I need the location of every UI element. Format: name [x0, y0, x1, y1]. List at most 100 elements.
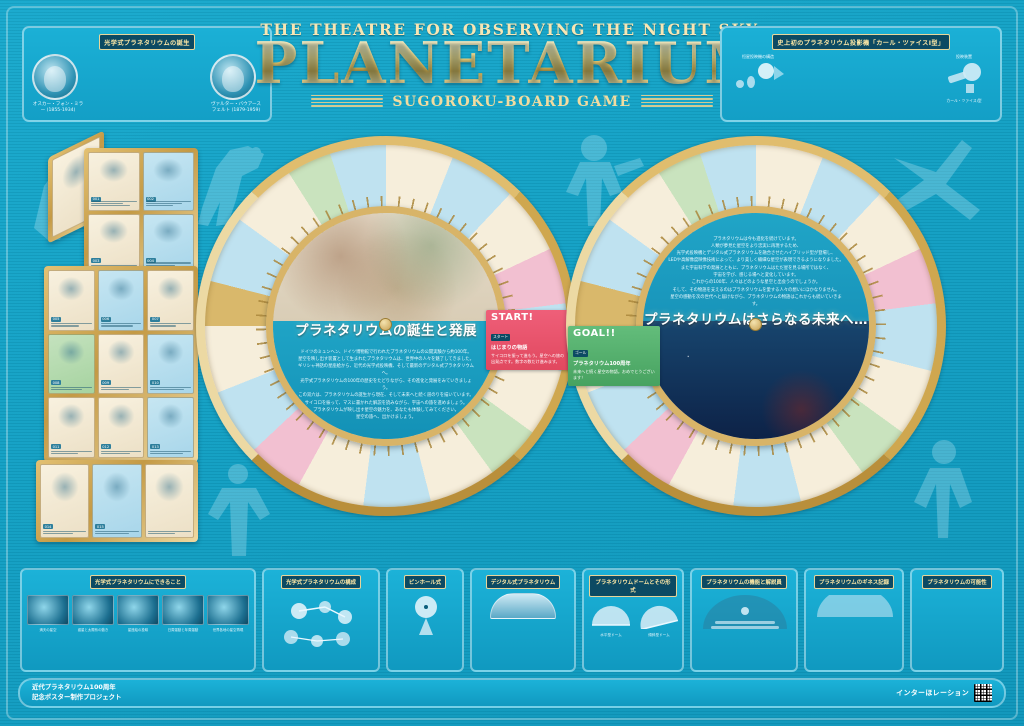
board-tile[interactable]: 005 [48, 270, 95, 331]
numeral-one-top: 001 002 003 004 [84, 148, 198, 276]
tile-number: 006 [100, 316, 111, 322]
start-flag[interactable]: START! スタート はじまりの物語 サイコロを振って進もう。星空への旅の出発… [486, 310, 572, 370]
goal-flag[interactable]: GOAL!! ゴール プラネタリウム100周年 未来へと続く星空の物語。おめでと… [568, 326, 660, 386]
portrait-oskar-von-miller: オスカー・フォン・ミラー (1855-1934) [32, 54, 84, 114]
spiral-board-right: プラネタリウムは今も進化を続けています。 人類が夢見た星空をより忠実に再現するた… [566, 136, 966, 556]
goal-flag-body: 未来へと続く星空の物語。おめでとうございます！ [573, 369, 655, 381]
board-tile[interactable]: 015 [92, 464, 142, 538]
board-tile[interactable]: 011 [48, 397, 95, 458]
poster-main-title: PLANETARIUM [0, 35, 1024, 92]
thumb-item[interactable]: 日周運動と年周運動 [162, 595, 204, 632]
board-tile[interactable]: 009 [97, 333, 145, 395]
board-tile[interactable]: 004 [142, 213, 194, 272]
board-area: 001 002 003 004 005 006 007 008 009 010 … [0, 130, 1024, 649]
tile-number: 007 [150, 316, 161, 322]
board-tile[interactable]: 010 [147, 333, 194, 395]
thumb-item[interactable]: 惑星と太陽系の動き [72, 595, 114, 632]
brand-block[interactable]: インターほレーション [896, 684, 993, 702]
dome-type-label: 傾斜型ドーム [648, 633, 670, 637]
thumb-image [207, 595, 249, 625]
thumb-caption: 星座絵の投映 [127, 627, 149, 632]
bottom-panel-guinness: プラネタリウムのギネス記録 [804, 568, 904, 672]
board-tile[interactable]: 014 [40, 464, 90, 538]
board-tile[interactable]: 008 [48, 333, 95, 395]
hub-right-body: プラネタリウムは今も進化を続けています。 人類が夢見た星空をより忠実に再現するた… [668, 236, 844, 308]
header-left-panel: 光学式プラネタリウムの誕生 オスカー・フォン・ミラー (1855-1934) [22, 26, 272, 122]
board-tile[interactable]: 013 [147, 397, 194, 458]
tile-number: 001 [91, 196, 102, 202]
thumb-item[interactable]: 星座絵の投映 [117, 595, 159, 632]
start-flag-tag: スタート [491, 333, 511, 341]
dome-type-label: 水平型ドーム [600, 633, 622, 637]
thumb-image [162, 595, 204, 625]
portrait-avatar [32, 54, 78, 100]
bottom-panel-structure: 光学式プラネタリウムの構成 [262, 568, 380, 672]
tile-number: 004 [145, 258, 156, 263]
board-tile[interactable]: 001 [88, 152, 140, 211]
planetarium-seating-icon [703, 595, 787, 629]
thumb-caption: 満天の星空 [39, 627, 57, 632]
bottom-panel-title: 光学式プラネタリウムにできること [89, 575, 187, 589]
bottom-panel-dome-types: プラネタリウムドームとその形式 水平型ドーム [582, 568, 684, 672]
board-tile[interactable] [144, 464, 194, 538]
thumb-caption: 惑星と太陽系の動き [77, 627, 109, 632]
title-rule-left [311, 94, 384, 109]
start-flag-subtitle: はじまりの物語 [491, 345, 528, 351]
tile-number: 002 [145, 196, 156, 202]
header-left-title: 光学式プラネタリウムの誕生 [99, 34, 195, 50]
tile-number: 014 [43, 524, 54, 529]
pinhole-projector-icon [415, 596, 437, 635]
tile-number: 011 [51, 444, 62, 449]
zeiss-projector-icon [948, 63, 981, 93]
board-tile[interactable]: 002 [142, 152, 194, 211]
portrait-caption: オスカー・フォン・ミラー (1855-1934) [32, 102, 84, 114]
thumb-image [117, 595, 159, 625]
spiral-left-hub: プラネタリウムの誕生と発展 ドイツのミュンヘン、ドイツ博物館で行われたプラネタリ… [266, 206, 506, 446]
poster-header: 光学式プラネタリウムの誕生 オスカー・フォン・ミラー (1855-1934) [0, 14, 1024, 132]
bottom-panel-digital: デジタル式プラネタリウム [470, 568, 576, 672]
star-projection-diagram: 恒星投映機の構造 [730, 54, 786, 98]
bottom-panel-title: プラネタリウムドームとその形式 [589, 575, 677, 597]
hub-left-title: プラネタリウムの誕生と発展 [295, 323, 477, 340]
tile-number: 012 [100, 444, 111, 449]
board-tile[interactable]: 003 [88, 213, 140, 272]
goal-flag-subtitle: プラネタリウム100周年 [573, 361, 631, 367]
digital-dome-icon [489, 593, 557, 619]
qr-code-icon[interactable] [974, 684, 993, 702]
poster-subtitle: SUGOROKU-BOARD GAME [392, 93, 632, 110]
header-right-panel: 史上初のプラネタリウム投影機「カール・ツァイスI型」 恒星投映機の構造 [720, 26, 1002, 122]
start-flag-body: サイコロを振って進もう。星空への旅の出発点です。数字の数だけ進みます。 [491, 353, 565, 365]
spiral-right-center-knob [749, 318, 762, 331]
numeral-one-base: 014 015 [36, 460, 198, 542]
record-dome-icon [817, 587, 893, 617]
dome-type-horizontal: 水平型ドーム [589, 601, 633, 638]
capability-thumbnails: 満天の星空 惑星と太陽系の動き 星座絵の投映 日周運動と年周運動 世界各地の星空… [27, 595, 249, 632]
zeiss-projector-diagram: 投映装置 カール・ツァイスI型 [936, 54, 992, 104]
tile-number: 010 [150, 380, 161, 386]
board-tile[interactable]: 006 [97, 270, 145, 331]
brand-name: インターほレーション [896, 689, 970, 697]
board-tile[interactable]: 012 [97, 397, 145, 458]
dome-type-tilted: 傾斜型ドーム [637, 601, 681, 638]
horizontal-dome-icon [592, 606, 630, 626]
spiral-board-left: プラネタリウムの誕生と発展 ドイツのミュンヘン、ドイツ博物館で行われたプラネタリ… [196, 136, 576, 556]
thumb-item[interactable]: 世界各地の星空再現 [207, 595, 249, 632]
footer-project-title: 近代プラネタリウム100周年 記念ポスター制作プロジェクト [32, 683, 122, 701]
projector-structure-diagram [284, 601, 352, 647]
bottom-panel-potential: プラネタリウムの可能性 [910, 568, 1004, 672]
tile-number: 008 [51, 380, 62, 386]
diagram-caption-zeiss: カール・ツァイスI型 [946, 98, 982, 103]
thumb-caption: 世界各地の星空再現 [212, 627, 244, 632]
thumb-image [72, 595, 114, 625]
lamp-lens-icon [736, 63, 784, 88]
bottom-panel-capabilities: 光学式プラネタリウムにできること 満天の星空 惑星と太陽系の動き [20, 568, 256, 672]
thumb-item[interactable]: 満天の星空 [27, 595, 69, 632]
portrait-caption: ヴァルター・バウアースフェルト (1879-1959) [210, 102, 262, 114]
goal-flag-label: GOAL!! [573, 328, 616, 339]
bottom-panels-row: 光学式プラネタリウムにできること 満天の星空 惑星と太陽系の動き [0, 566, 1024, 674]
spiral-left-center-knob [379, 318, 392, 331]
bottom-panel-pinhole: ピンホール式 [386, 568, 464, 672]
poster-footer: 近代プラネタリウム100周年 記念ポスター制作プロジェクト インターほレーション [0, 676, 1024, 718]
board-tile[interactable]: 007 [147, 270, 194, 331]
tile-number: 015 [95, 524, 106, 529]
